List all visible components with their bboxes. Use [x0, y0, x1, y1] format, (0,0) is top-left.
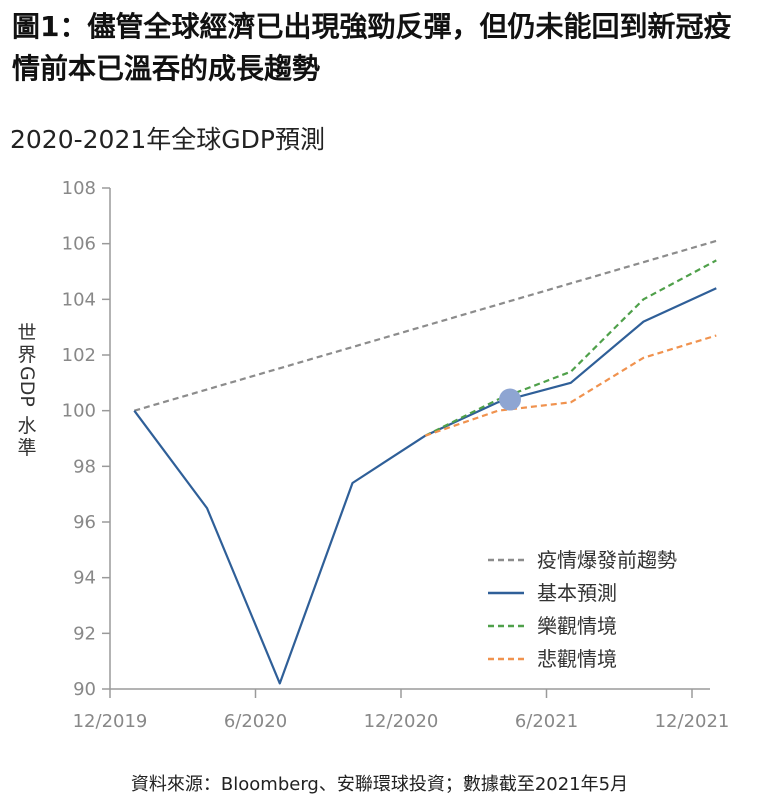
x-tick-label: 6/2021	[515, 711, 578, 732]
legend-label: 疫情爆發前趨勢	[537, 548, 677, 572]
x-tick-label: 6/2020	[224, 711, 287, 732]
y-axis-label-text: 世界 GDP 水準	[12, 322, 42, 459]
y-axis-label-char: 水	[17, 414, 37, 437]
y-tick-label: 100	[62, 401, 96, 422]
legend-label: 樂觀情境	[537, 614, 617, 638]
source-note: 資料來源：Bloomberg、安聯環球投資；數據截至2021年5月	[130, 774, 629, 795]
y-axis-label-char: 準	[17, 436, 37, 459]
y-axis-label-char: 世	[17, 322, 37, 344]
chart-subtitle: 2020-2021年全球GDP預測	[10, 125, 325, 154]
y-tick-label: 102	[62, 345, 96, 366]
series-line	[133, 239, 717, 412]
y-tick-label: 108	[62, 178, 96, 199]
y-tick-label: 90	[73, 679, 96, 700]
y-axis-label-char: GDP	[16, 366, 38, 407]
current-point-marker	[499, 388, 521, 411]
chart-axes: 90 92 94 96 98 100 102 104 106 108 12/2019 6/2020 12…	[62, 178, 730, 732]
series-line	[133, 287, 717, 685]
legend-label: 悲觀情境	[537, 647, 617, 671]
y-tick-label: 92	[73, 623, 96, 644]
series-line	[424, 334, 717, 437]
y-tick-label: 98	[73, 456, 96, 477]
y-tick-label: 96	[73, 512, 96, 533]
y-tick-label: 106	[62, 234, 96, 255]
x-tick-label: 12/2020	[364, 711, 439, 732]
legend-label: 基本預測	[537, 581, 617, 605]
x-tick-label: 12/2021	[655, 711, 730, 732]
chart-series-lines	[133, 239, 717, 685]
y-axis-label-char: 界	[17, 344, 37, 366]
y-axis-label: 世界 GDP 水準	[12, 322, 42, 459]
y-tick-label: 94	[73, 568, 96, 589]
x-tick-label: 12/2019	[73, 711, 148, 732]
y-tick-label: 104	[62, 289, 96, 310]
chart-figure-title: 圖1：儘管全球經濟已出現強勁反彈，但仍未能回到新冠疫情前本已溫吞的成長趨勢	[12, 10, 732, 85]
series-line	[424, 259, 717, 437]
